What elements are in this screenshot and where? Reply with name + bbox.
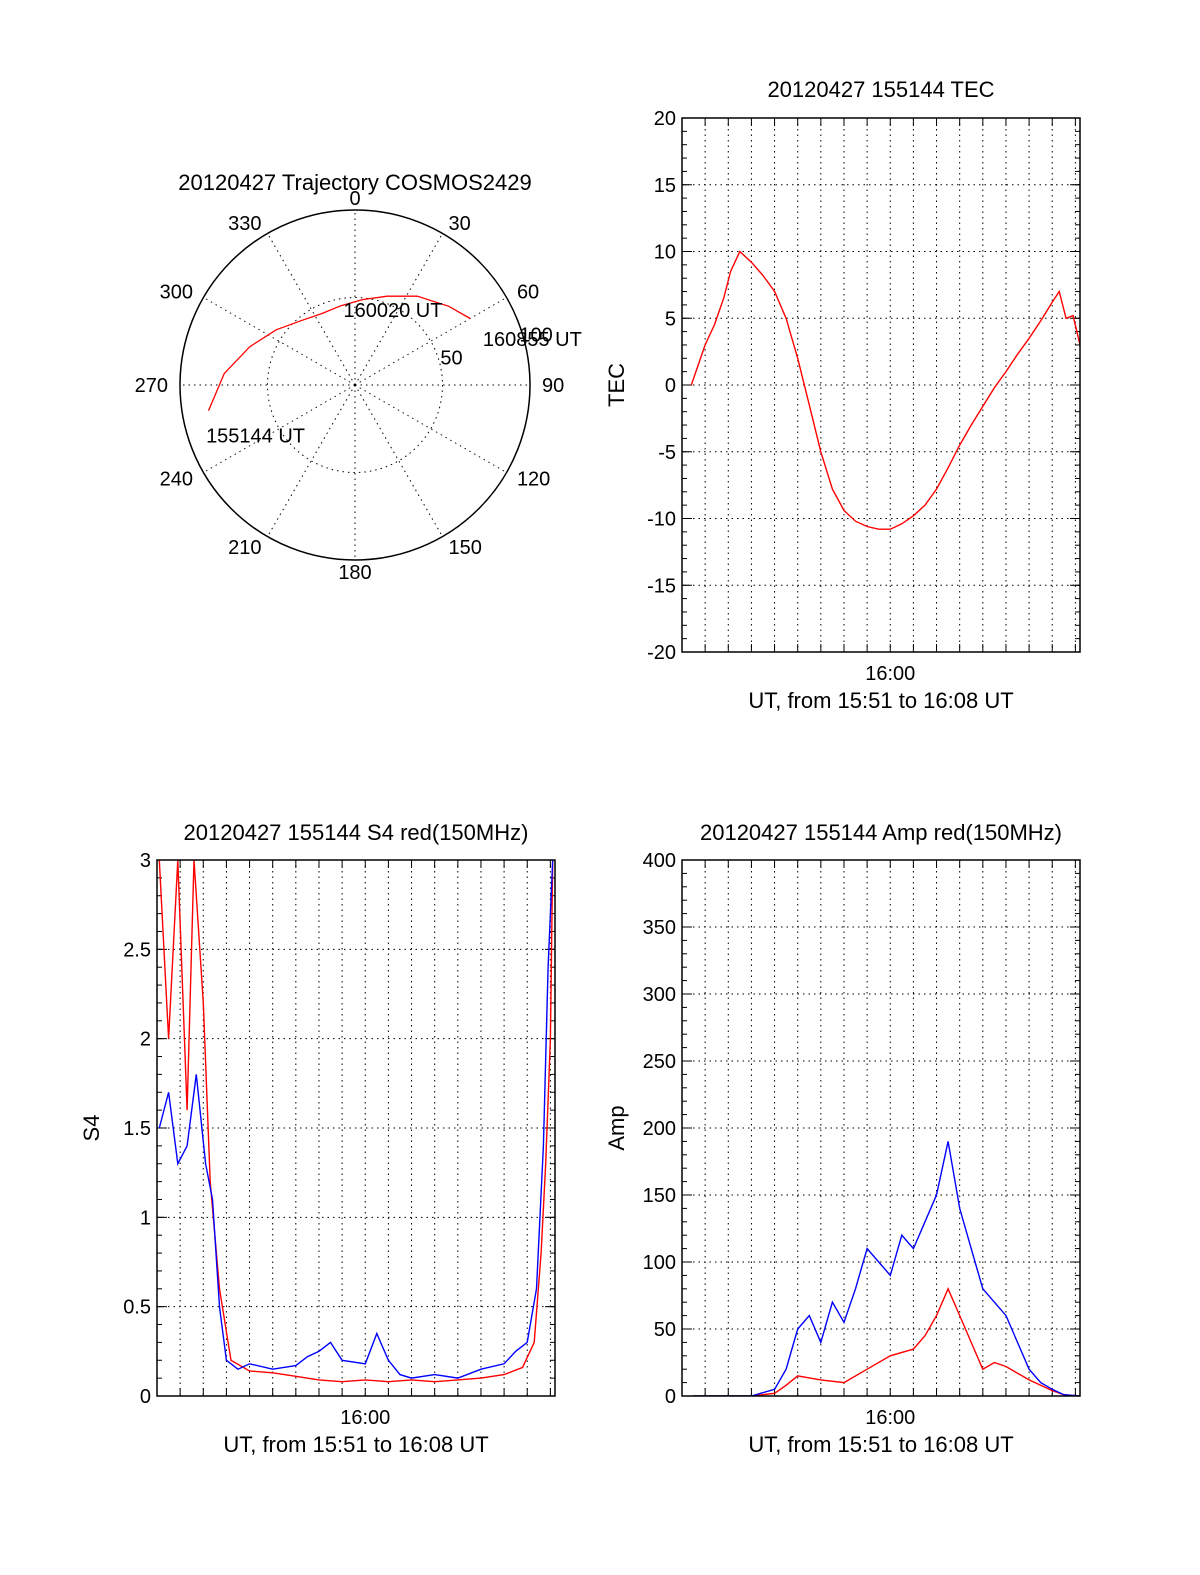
panel-series-group [158,860,554,1383]
polar-angle-label: 180 [338,562,371,584]
series-line-0 [158,860,554,1383]
polar-annotations: 155144 UT 160020 UT 160855 UT [206,300,582,447]
polar-annotation: 160020 UT [343,300,442,322]
y-tick-label: 0 [665,1386,676,1408]
y-axis-label: TEC [604,363,629,407]
y-tick-label: 300 [643,984,676,1006]
polar-radius-label: 100 [519,325,552,347]
polar-spoke [354,384,443,537]
panel-title: 20120427 155144 Amp red(150MHz) [700,820,1062,845]
series-line-0 [690,250,1080,530]
y-tick-label: 20 [654,108,676,130]
plot-frame [681,117,1081,653]
y-tick-label: 3 [140,850,151,872]
x-axis-label: UT, from 15:51 to 16:08 UT [748,688,1013,713]
polar-angle-label: 240 [160,469,193,491]
x-tick-label: 16:00 [340,1407,390,1429]
polar-trajectory-line [207,295,471,412]
y-tick-label: 0 [140,1386,151,1408]
y-axis-label: S4 [79,1115,104,1142]
polar-angle-label: 60 [517,282,539,304]
polar-angle-label: 90 [542,375,564,397]
polar-outer-circle [179,209,531,561]
y-tick-label: 0 [665,375,676,397]
y-tick-label: 250 [643,1051,676,1073]
y-tick-label: 2.5 [123,939,151,961]
polar-trajectory-plot: 20120427 Trajectory COSMOS2429 0 30 60 90 12… [135,170,582,584]
y-tick-label: 400 [643,850,676,872]
y-tick-label: 0.5 [123,1297,151,1319]
tec-panel: 20120427 155144 TEC 20 15 10 5 0 -5 -10 -15 -20 16… [604,77,1081,713]
y-tick-label: 350 [643,917,676,939]
x-axis-label: UT, from 15:51 to 16:08 UT [223,1432,488,1457]
y-tick-label: 1.5 [123,1118,151,1140]
plot-frame [156,859,556,1397]
polar-title: 20120427 Trajectory COSMOS2429 [178,170,531,195]
polar-angle-label: 300 [160,282,193,304]
y-tick-label: 50 [654,1319,676,1341]
x-tick-label: 16:00 [865,663,915,685]
y-tick-label: -20 [647,642,676,664]
series-line-1 [158,860,554,1379]
polar-angle-label: 210 [228,537,261,559]
y-tick-label: -10 [647,509,676,531]
panel-series-group [690,250,1080,530]
series-line-1 [693,1141,1080,1396]
s4-panel: 20120427 155144 S4 red(150MHz) 3 2.5 2 1.5 1 0… [79,820,556,1457]
y-tick-label: 150 [643,1185,676,1207]
polar-angle-label: 120 [517,469,550,491]
polar-radius-labels: 50 100 [440,325,552,370]
y-tick-label: 5 [665,308,676,330]
panel-title: 20120427 155144 S4 red(150MHz) [184,820,529,845]
x-tick-label: 16:00 [865,1407,915,1429]
plot-frame [681,859,1081,1397]
y-tick-label: 100 [643,1252,676,1274]
y-tick-label: -15 [647,575,676,597]
panel-title: 20120427 155144 TEC [767,77,994,102]
polar-angle-label: 270 [135,375,168,397]
polar-spoke [267,233,356,386]
y-tick-label: 10 [654,242,676,264]
polar-spoke [267,384,356,537]
polar-angle-label: 30 [449,213,471,235]
polar-radius-label: 50 [440,347,462,369]
series-line-0 [693,1287,1080,1396]
polar-angle-label: 0 [349,188,360,210]
polar-spoke [354,384,507,473]
polar-annotation: 160855 UT [483,329,582,351]
x-axis-label: UT, from 15:51 to 16:08 UT [748,1432,1013,1457]
polar-trajectory-series [207,295,471,412]
polar-angle-label: 150 [449,537,482,559]
panel-series-group [693,1141,1080,1396]
y-tick-label: 1 [140,1207,151,1229]
polar-grid [179,209,531,561]
y-tick-label: -5 [658,442,676,464]
amp-panel: 20120427 155144 Amp red(150MHz) 400 350 300… [604,820,1081,1457]
polar-angle-labels: 0 30 60 90 120 150 180 210 240 270 300 330 [135,188,565,584]
polar-angle-label: 330 [228,213,261,235]
polar-annotation: 155144 UT [206,426,305,448]
y-tick-label: 2 [140,1029,151,1051]
y-axis-label: Amp [604,1105,629,1150]
polar-inner-circle [267,297,443,473]
y-tick-label: 200 [643,1118,676,1140]
y-tick-label: 15 [654,175,676,197]
